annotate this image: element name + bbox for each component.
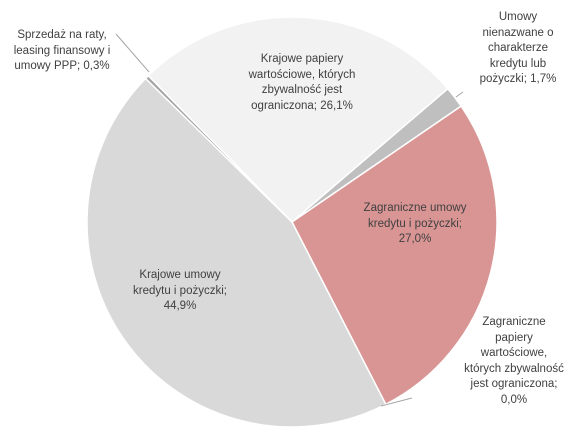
pie-slice bbox=[147, 16, 449, 224]
category-label: Sprzedaż na raty, leasing finansowy i um… bbox=[13, 29, 111, 72]
leader-line bbox=[455, 91, 464, 98]
value-label: 27,0% bbox=[398, 233, 432, 245]
category-label: Umowy nienazwane o charakterze kredytu l… bbox=[479, 11, 554, 85]
leader-line bbox=[380, 397, 413, 407]
value-label: 0,0% bbox=[500, 393, 528, 406]
category-label: Zagraniczne umowy kredytu i pożyczki; bbox=[363, 202, 467, 230]
leader-line bbox=[115, 33, 150, 73]
category-label: Zagraniczne papiery wartościowe, których… bbox=[464, 316, 564, 390]
pie-slice bbox=[144, 74, 293, 223]
value-label: 0,3% bbox=[83, 60, 110, 72]
category-label: Krajowe papiery wartościowe, których zby… bbox=[248, 53, 356, 112]
slice-label: Zagraniczne umowy kredytu i pożyczki; 27… bbox=[356, 201, 474, 248]
category-label: Krajowe umowy kredytu i pożyczki; bbox=[133, 269, 227, 297]
slice-label: Sprzedaż na raty, leasing finansowy i um… bbox=[8, 28, 116, 75]
pie-slice bbox=[291, 105, 498, 406]
value-label: 1,7% bbox=[530, 73, 557, 85]
slice-label: Krajowe papiery wartościowe, których zby… bbox=[243, 52, 361, 114]
slice-label: Krajowe umowy kredytu i pożyczki; 44,9% bbox=[126, 268, 234, 315]
slice-label: Umowy nienazwane o charakterze kredytu l… bbox=[472, 10, 564, 88]
slice-label: Zagraniczne papiery wartościowe, których… bbox=[462, 315, 566, 408]
value-label: 44,9% bbox=[163, 300, 197, 312]
pie-slice bbox=[86, 77, 387, 428]
value-label: 26,1% bbox=[320, 99, 353, 112]
